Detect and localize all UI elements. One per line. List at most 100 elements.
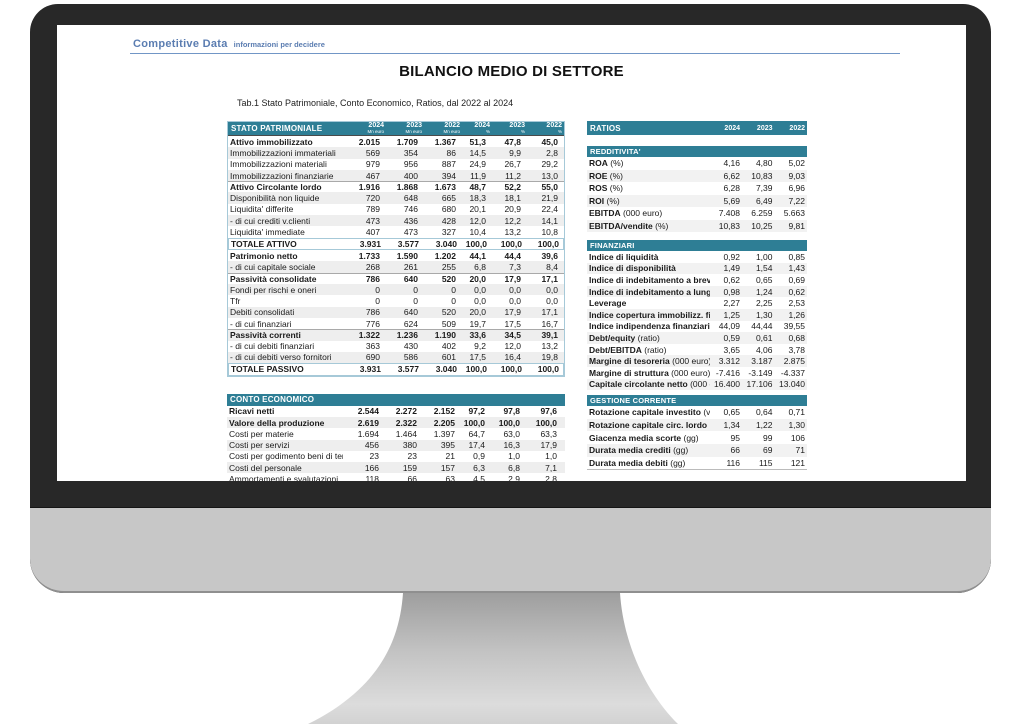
ratios-sections: REDDITIVITA' ROA (%) 4,16 4,80 5,02 ROE (%) 6,… bbox=[587, 146, 807, 471]
cell-value: 12,0 bbox=[504, 341, 521, 352]
cell-value: 6,8 bbox=[474, 262, 486, 273]
cell-value: 10,83 bbox=[718, 220, 740, 231]
cell-value: 115 bbox=[758, 457, 773, 468]
row-label-main: Durata media crediti bbox=[589, 445, 671, 456]
column-year: 2023 bbox=[406, 122, 422, 130]
cell-value: 18,3 bbox=[469, 193, 486, 204]
row-label: ROE (%) bbox=[587, 171, 710, 181]
cell-value: 100,0 bbox=[500, 238, 522, 249]
row-label: Immobilizzazioni immateriali bbox=[230, 147, 336, 158]
cell-value: 9,2 bbox=[474, 341, 486, 352]
cell-value: -7.416 bbox=[715, 367, 740, 378]
logo-brand: Competitive Data bbox=[133, 38, 228, 50]
table-row: Indice copertura immobilizz. finanziarie… bbox=[587, 308, 807, 321]
cell-value: 13.040 bbox=[779, 379, 805, 390]
cell-value: 255 bbox=[441, 262, 456, 273]
cell-value: 55,0 bbox=[541, 182, 558, 193]
cell-value: 640 bbox=[403, 273, 418, 284]
table-row: ROA (%) 4,16 4,80 5,02 bbox=[587, 157, 807, 170]
cell-value: 1.733 bbox=[358, 250, 380, 261]
cell-value: 44,1 bbox=[469, 250, 486, 261]
cell-value: 99 bbox=[763, 432, 773, 443]
row-label: Rotazione capitale circ. lordo (volte) bbox=[587, 420, 710, 430]
cell-value: 66 bbox=[407, 474, 417, 481]
row-label-main: EBITDA bbox=[589, 208, 621, 219]
row-label-main: Indice copertura immobilizz. finanziarie bbox=[589, 309, 710, 320]
row-label: Rotazione capitale investito (volte) bbox=[587, 407, 710, 417]
table-row: Immobilizzazioni materiali 979 956 887 24,9 2… bbox=[228, 159, 564, 170]
cell-value: 1.868 bbox=[396, 182, 418, 193]
row-label-main: Debt/EBITDA bbox=[589, 344, 642, 355]
table-row: Costi per materie 1.694 1.464 1.397 64,7 63,0… bbox=[227, 428, 565, 439]
table-row: Costi per servizi 456 380 395 17,4 16,3 17,9 bbox=[227, 439, 565, 451]
cell-value: 100,0 bbox=[537, 238, 559, 249]
cell-value: 640 bbox=[403, 307, 418, 318]
cell-value: 3.931 bbox=[359, 238, 381, 249]
row-label: - di cui finanziari bbox=[230, 318, 292, 329]
cell-value: 0,62 bbox=[788, 286, 805, 297]
section-rows: Rotazione capitale investito (volte) 0,65… bbox=[587, 406, 807, 471]
cell-value: 3.040 bbox=[435, 238, 457, 249]
cell-value: 100,0 bbox=[465, 364, 487, 375]
cell-value: 2.015 bbox=[358, 136, 380, 147]
cell-value: 17,9 bbox=[540, 440, 557, 451]
cell-value: 95 bbox=[730, 432, 740, 443]
table-row: Margine di tesoreria (000 euro) 3.312 3.18… bbox=[587, 355, 807, 367]
cell-value: 26,7 bbox=[504, 159, 521, 170]
column-year: 2024 bbox=[474, 122, 490, 130]
monitor-stand bbox=[308, 593, 678, 724]
column-unit: Mn euro bbox=[443, 128, 460, 134]
row-label-main: ROA bbox=[589, 158, 608, 169]
row-label-suffix: (ratio) bbox=[635, 332, 660, 343]
cell-value: 166 bbox=[364, 462, 379, 473]
cell-value: 6,62 bbox=[723, 170, 740, 181]
row-label-suffix: (gg) bbox=[670, 445, 689, 456]
row-label: Margine di tesoreria (000 euro) bbox=[587, 356, 710, 366]
table-row: Attivo Circolante lordo 1.916 1.868 1.673 48… bbox=[228, 181, 564, 192]
cell-value: 39,55 bbox=[783, 321, 805, 332]
row-label: TOTALE ATTIVO bbox=[231, 238, 297, 249]
cell-value: 47,8 bbox=[504, 136, 521, 147]
table-row: Ammortamenti e svalutazioni 118 66 63 4,5 2,9… bbox=[227, 473, 565, 481]
table-row: Liquidita' immediate 407 473 327 10,4 13,2 10,… bbox=[228, 226, 564, 237]
row-label: TOTALE PASSIVO bbox=[231, 364, 304, 375]
table-row: Passività correnti 1.322 1.236 1.190 33,6 34,… bbox=[228, 329, 564, 341]
cell-value: 1.322 bbox=[358, 330, 380, 341]
cell-value: 0,69 bbox=[788, 274, 805, 285]
cell-value: 10,25 bbox=[751, 220, 773, 231]
cell-value: 5,02 bbox=[788, 158, 805, 169]
cell-value: 380 bbox=[402, 440, 417, 451]
column-year: 2022 bbox=[546, 122, 562, 130]
cell-value: 11,2 bbox=[505, 170, 521, 181]
cell-value: 665 bbox=[441, 193, 456, 204]
cell-value: 3.577 bbox=[397, 364, 419, 375]
table-row: TOTALE ATTIVO 3.931 3.577 3.040 100,0 100,0 10… bbox=[228, 237, 564, 251]
table-row: EBITDA (000 euro) 7.408 6.259 5.663 bbox=[587, 207, 807, 220]
table-row: Fondi per rischi e oneri 0 0 0 0,0 0,0 0,0 bbox=[228, 284, 564, 296]
row-label-main: Margine di struttura bbox=[589, 367, 669, 378]
row-label: Tfr bbox=[230, 296, 241, 306]
cell-value: 1,0 bbox=[545, 451, 557, 462]
table-row: Indice indipendenza finanziaria 44,09 44,4… bbox=[587, 321, 807, 333]
cell-value: 1,54 bbox=[755, 263, 773, 274]
column-unit: % bbox=[557, 128, 562, 134]
table-title: STATO PATRIMONIALE bbox=[231, 124, 323, 133]
cell-value: 2.272 bbox=[395, 406, 417, 417]
stato-patrimoniale-table: STATO PATRIMONIALE 2024 Mn euro 2023 Mn eur… bbox=[227, 121, 565, 377]
table-row: Indice di disponibilità 1,49 1,54 1,43 bbox=[587, 262, 807, 275]
cell-value: 3,78 bbox=[788, 344, 805, 355]
cell-value: 1.236 bbox=[396, 330, 418, 341]
table-row: Patrimonio netto 1.733 1.590 1.202 44,1 44,4 3… bbox=[228, 250, 564, 261]
table-row: Debt/EBITDA (ratio) 3,65 4,06 3,78 bbox=[587, 344, 807, 356]
column-header: 2023 Mn euro bbox=[386, 122, 424, 134]
cell-value: 39,1 bbox=[541, 330, 558, 341]
ratios-section: REDDITIVITA' ROA (%) 4,16 4,80 5,02 ROE (%) 6,… bbox=[587, 146, 807, 232]
row-label: ROS (%) bbox=[587, 183, 710, 193]
cell-value: 0 bbox=[375, 296, 380, 306]
cell-value: 601 bbox=[441, 352, 456, 363]
cell-value: 1,0 bbox=[508, 451, 520, 462]
table-row: Liquidita' differite 789 746 680 20,1 20,9 22,… bbox=[228, 204, 564, 215]
cell-value: 394 bbox=[441, 170, 456, 181]
table-row: Costi del personale 166 159 157 6,3 6,8 7,1 bbox=[227, 462, 565, 474]
row-label: Indice di indebitamento a breve bbox=[587, 275, 710, 285]
